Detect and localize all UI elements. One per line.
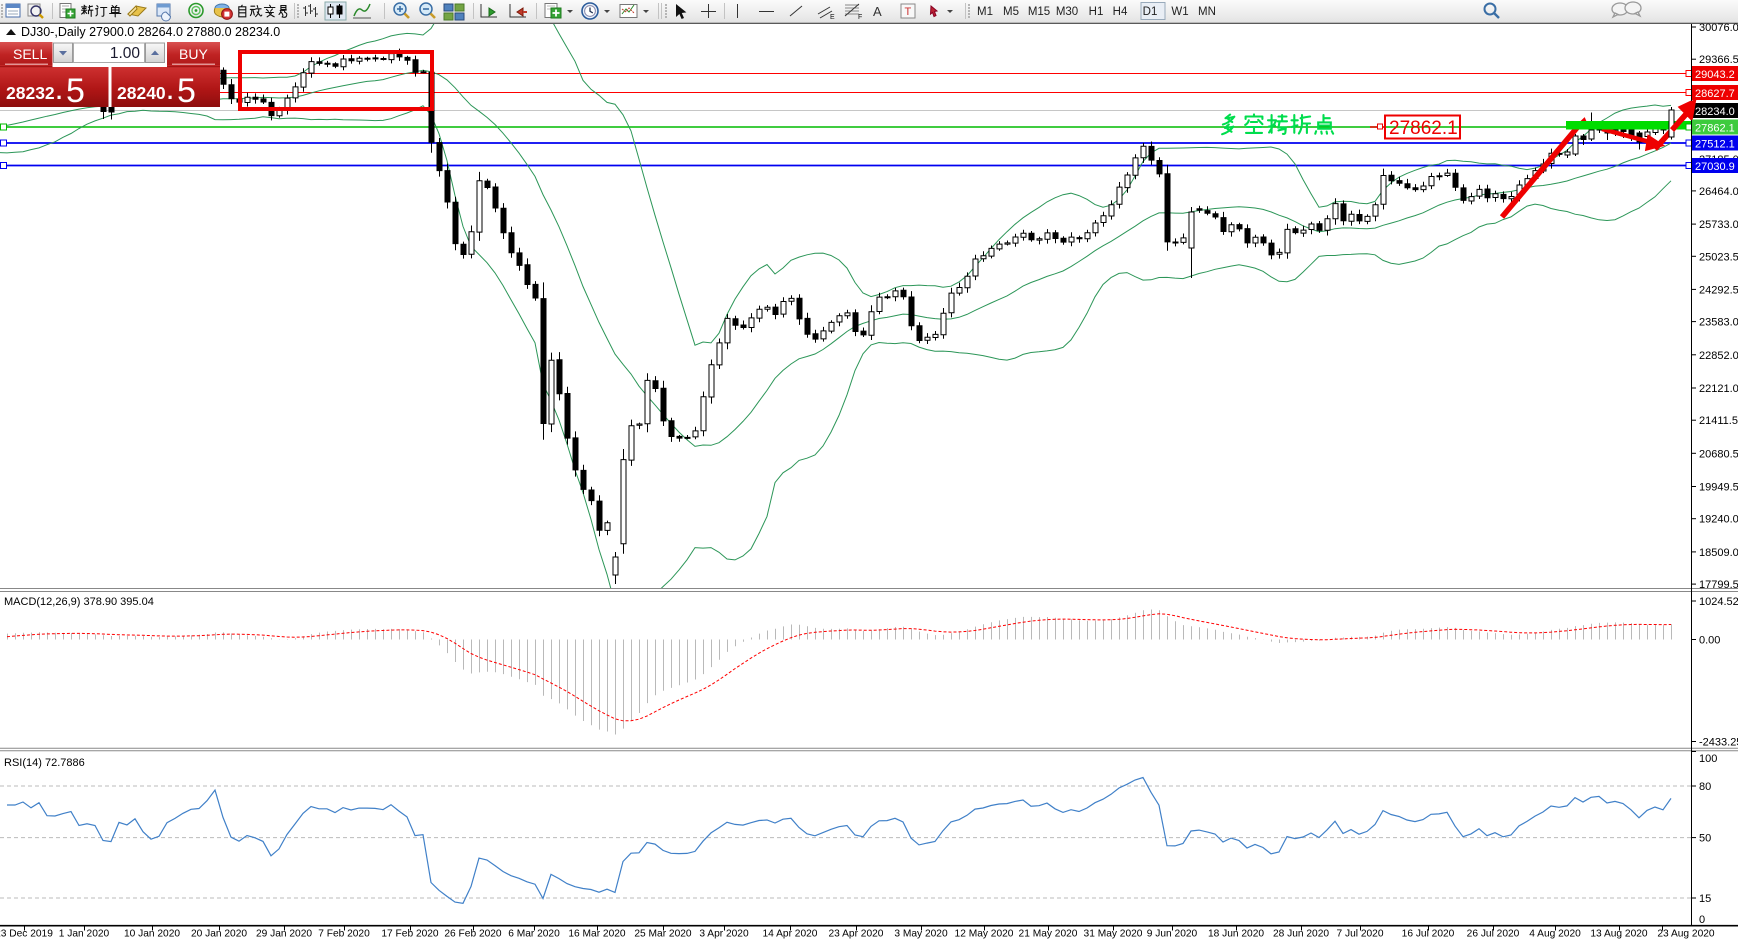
svg-text:29 Jan 2020: 29 Jan 2020 bbox=[256, 929, 312, 940]
svg-text:0: 0 bbox=[1699, 914, 1705, 926]
svg-text:M30: M30 bbox=[1056, 6, 1078, 18]
svg-text:27862.1: 27862.1 bbox=[1389, 118, 1458, 139]
svg-text:-2433.25: -2433.25 bbox=[1699, 737, 1738, 749]
svg-text:28 Jun 2020: 28 Jun 2020 bbox=[1273, 929, 1329, 940]
svg-text:21411.5: 21411.5 bbox=[1699, 415, 1738, 427]
svg-text:27512.1: 27512.1 bbox=[1695, 139, 1735, 151]
svg-text:1 Jan 2020: 1 Jan 2020 bbox=[59, 929, 110, 940]
svg-text:17 Feb 2020: 17 Feb 2020 bbox=[381, 929, 439, 940]
svg-text:25733.0: 25733.0 bbox=[1699, 219, 1738, 231]
svg-text:25 Mar 2020: 25 Mar 2020 bbox=[634, 929, 692, 940]
svg-text:SELL: SELL bbox=[13, 46, 47, 62]
svg-text:28234.0: 28234.0 bbox=[1695, 106, 1735, 118]
svg-text:31 May 2020: 31 May 2020 bbox=[1084, 929, 1143, 940]
svg-text:19949.5: 19949.5 bbox=[1699, 482, 1738, 494]
svg-text:27862.1: 27862.1 bbox=[1695, 123, 1735, 135]
svg-text:M1: M1 bbox=[977, 6, 993, 18]
svg-text:21 May 2020: 21 May 2020 bbox=[1019, 929, 1078, 940]
svg-text:DJ30-,Daily 27900.0 28264.0 2: DJ30-,Daily 27900.0 28264.0 27880.0 2823… bbox=[21, 25, 280, 39]
svg-text:14 Apr 2020: 14 Apr 2020 bbox=[763, 929, 818, 940]
svg-text:26 Feb 2020: 26 Feb 2020 bbox=[444, 929, 502, 940]
svg-text:23 Dec 2019: 23 Dec 2019 bbox=[0, 929, 53, 940]
svg-text:28240: 28240 bbox=[117, 83, 166, 103]
svg-text:24292.5: 24292.5 bbox=[1699, 284, 1738, 296]
svg-text:50: 50 bbox=[1699, 833, 1711, 845]
svg-text:T: T bbox=[905, 6, 912, 18]
svg-text:0.00: 0.00 bbox=[1699, 635, 1720, 647]
svg-text:22852.0: 22852.0 bbox=[1699, 350, 1738, 362]
svg-text:MN: MN bbox=[1198, 6, 1216, 18]
svg-text:.: . bbox=[167, 79, 173, 104]
svg-text:16 Jul 2020: 16 Jul 2020 bbox=[1402, 929, 1455, 940]
svg-text:16 Mar 2020: 16 Mar 2020 bbox=[568, 929, 626, 940]
svg-text:1024.52: 1024.52 bbox=[1699, 596, 1738, 608]
svg-text:29366.5: 29366.5 bbox=[1699, 54, 1738, 66]
svg-text:10 Jan 2020: 10 Jan 2020 bbox=[124, 929, 180, 940]
svg-text:18509.0: 18509.0 bbox=[1699, 547, 1738, 559]
svg-text:15: 15 bbox=[1699, 893, 1711, 905]
svg-text:F: F bbox=[858, 14, 862, 21]
svg-text:H1: H1 bbox=[1089, 6, 1104, 18]
svg-text:RSI(14) 72.7886: RSI(14) 72.7886 bbox=[4, 757, 85, 769]
svg-text:3 May 2020: 3 May 2020 bbox=[894, 929, 948, 940]
svg-text:7 Jul 2020: 7 Jul 2020 bbox=[1336, 929, 1383, 940]
svg-text:100: 100 bbox=[1699, 753, 1717, 765]
svg-text:A: A bbox=[873, 4, 882, 19]
svg-text:27030.9: 27030.9 bbox=[1695, 161, 1735, 173]
svg-text:25023.5: 25023.5 bbox=[1699, 251, 1738, 263]
svg-text:20680.5: 20680.5 bbox=[1699, 448, 1738, 460]
svg-text:5: 5 bbox=[66, 72, 85, 110]
svg-text:23 Aug 2020: 23 Aug 2020 bbox=[1657, 929, 1715, 940]
svg-text:.: . bbox=[56, 79, 62, 104]
svg-text:29043.2: 29043.2 bbox=[1695, 69, 1735, 81]
svg-text:12 May 2020: 12 May 2020 bbox=[955, 929, 1014, 940]
svg-text:23 Apr 2020: 23 Apr 2020 bbox=[829, 929, 884, 940]
svg-text:D1: D1 bbox=[1143, 6, 1158, 18]
svg-text:4 Aug 2020: 4 Aug 2020 bbox=[1529, 929, 1581, 940]
svg-text:H4: H4 bbox=[1113, 6, 1128, 18]
svg-text:13 Aug 2020: 13 Aug 2020 bbox=[1590, 929, 1648, 940]
svg-text:80: 80 bbox=[1699, 781, 1711, 793]
svg-text:30076.0: 30076.0 bbox=[1699, 22, 1738, 34]
svg-text:26 Jul 2020: 26 Jul 2020 bbox=[1467, 929, 1520, 940]
svg-text:17799.5: 17799.5 bbox=[1699, 579, 1738, 591]
svg-text:22121.0: 22121.0 bbox=[1699, 383, 1738, 395]
svg-text:28232: 28232 bbox=[6, 83, 55, 103]
svg-text:1.00: 1.00 bbox=[110, 45, 141, 62]
svg-text:6 Mar 2020: 6 Mar 2020 bbox=[508, 929, 560, 940]
svg-text:5: 5 bbox=[177, 72, 196, 110]
svg-text:18 Jun 2020: 18 Jun 2020 bbox=[1208, 929, 1264, 940]
svg-text:BUY: BUY bbox=[179, 46, 208, 62]
svg-text:28627.7: 28627.7 bbox=[1695, 88, 1735, 100]
svg-text:3 Apr 2020: 3 Apr 2020 bbox=[699, 929, 749, 940]
svg-text:M15: M15 bbox=[1028, 6, 1050, 18]
svg-text:9 Jun 2020: 9 Jun 2020 bbox=[1147, 929, 1198, 940]
svg-text:20 Jan 2020: 20 Jan 2020 bbox=[191, 929, 247, 940]
svg-text:26464.0: 26464.0 bbox=[1699, 186, 1738, 198]
svg-text:23583.0: 23583.0 bbox=[1699, 317, 1738, 329]
svg-text:E: E bbox=[830, 14, 835, 21]
svg-text:W1: W1 bbox=[1171, 6, 1188, 18]
svg-text:7 Feb 2020: 7 Feb 2020 bbox=[318, 929, 370, 940]
svg-text:MACD(12,26,9) 378.90 395.04: MACD(12,26,9) 378.90 395.04 bbox=[4, 596, 154, 608]
svg-text:19240.0: 19240.0 bbox=[1699, 514, 1738, 526]
svg-text:M5: M5 bbox=[1003, 6, 1019, 18]
